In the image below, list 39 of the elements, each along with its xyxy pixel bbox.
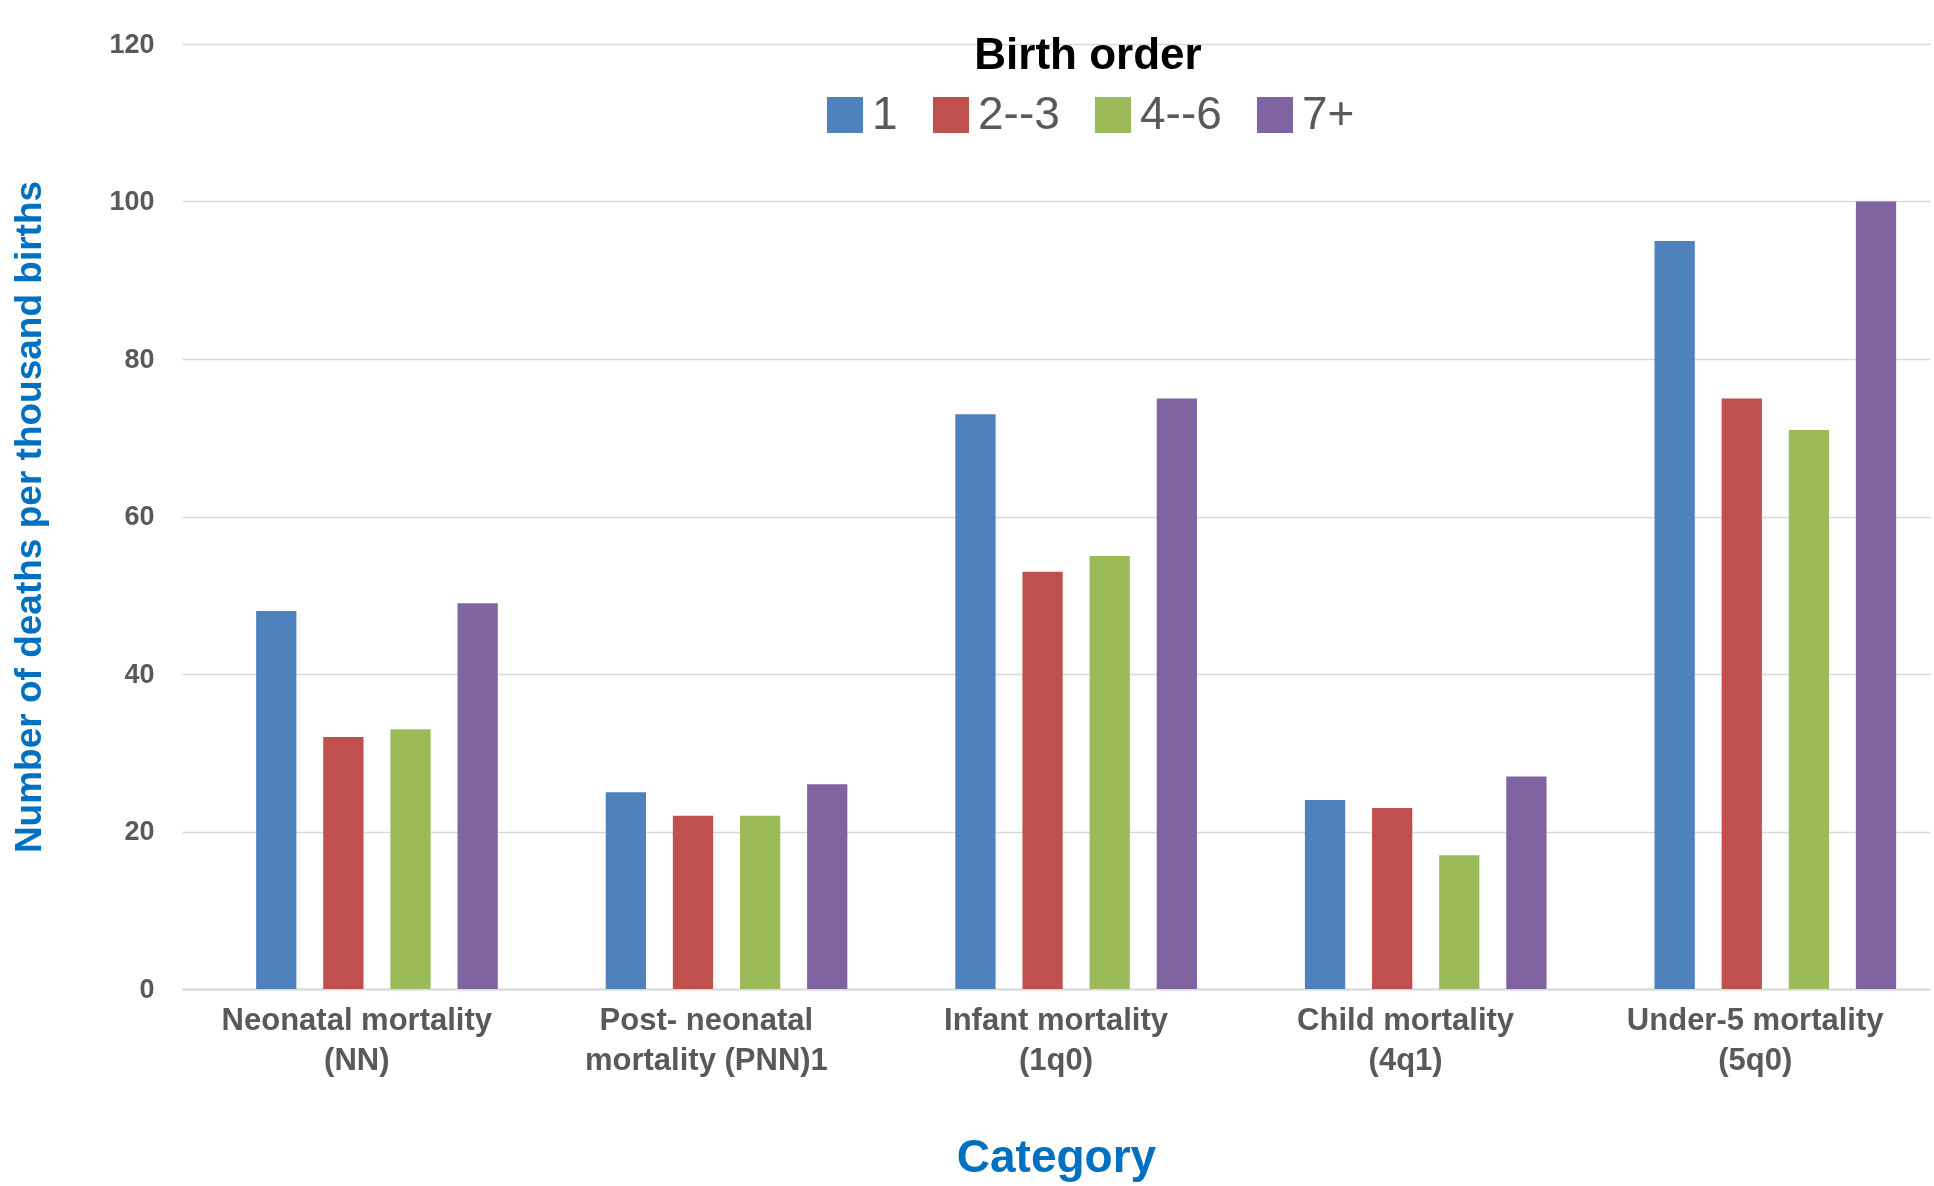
x-tick-label: Post- neonatal mortality (PNN)1: [584, 1001, 828, 1077]
bar: [1721, 398, 1762, 989]
legend-label: 2--3: [978, 87, 1060, 139]
bar: [807, 784, 848, 989]
y-tick-label: 20: [124, 816, 155, 846]
bar: [1788, 429, 1830, 989]
y-tick-label: 100: [109, 186, 155, 216]
x-axis-title: Category: [956, 1129, 1157, 1182]
x-tick-label: Infant mortality (1q0): [944, 1001, 1169, 1077]
bar: [1304, 800, 1346, 989]
bar: [1506, 776, 1547, 989]
bar: [955, 414, 996, 989]
bar: [1372, 807, 1413, 989]
bar: [1022, 571, 1063, 989]
bar: [323, 737, 364, 989]
bar: [1654, 240, 1695, 989]
bar: [739, 815, 781, 989]
bar: [1855, 201, 1897, 989]
bar: [390, 729, 431, 989]
bar: [1439, 855, 1480, 989]
legend-label: 1: [872, 87, 898, 139]
bar: [672, 815, 714, 989]
bar: [1156, 398, 1197, 989]
legend-label: 7+: [1302, 87, 1355, 139]
bar: [605, 792, 646, 989]
x-tick-label: Neonatal mortality (NN): [221, 1001, 493, 1077]
x-tick-label: Child mortality (4q1): [1297, 1001, 1515, 1077]
y-axis-title: Number of deaths per thousand births: [8, 180, 50, 854]
bar: [457, 603, 498, 989]
x-tick-label: Under-5 mortality (5q0): [1626, 1001, 1885, 1077]
legend-label: 4--6: [1140, 87, 1222, 139]
y-tick-label: 40: [124, 658, 155, 689]
y-tick-label: 80: [124, 343, 155, 374]
bar: [1089, 555, 1130, 989]
legend-title: Birth order: [974, 29, 1202, 78]
bar: [256, 611, 297, 989]
y-tick-label: 60: [124, 501, 155, 531]
y-tick-label: 120: [109, 28, 155, 59]
y-tick-label: 0: [139, 973, 155, 1004]
